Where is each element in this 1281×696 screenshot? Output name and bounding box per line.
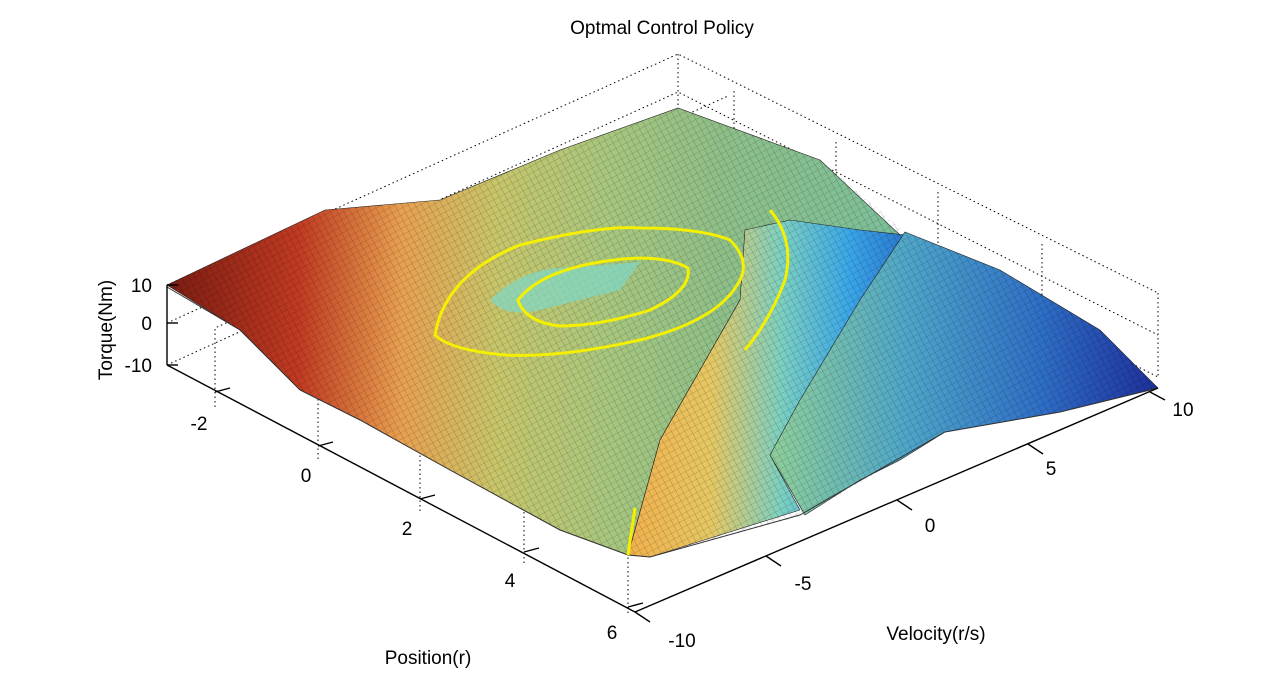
surface-center-swirl (490, 262, 640, 313)
contour-outer (433, 226, 745, 357)
velocity-axis-label: Velocity(r/s) (886, 624, 985, 645)
z-axis-label: Torque(Nm) (96, 280, 117, 380)
position-tick-label: 0 (301, 466, 312, 487)
position-axis-line (166, 364, 636, 613)
chart-title: Optmal Control Policy (570, 18, 754, 39)
velocity-tick-label: 5 (1046, 459, 1057, 480)
position-tick-label: 6 (607, 623, 618, 644)
velocity-tick-label: -5 (795, 574, 812, 595)
tick-marks (167, 284, 1166, 623)
velocity-tick-label: 10 (1172, 400, 1193, 421)
surface-front-edge (166, 285, 1159, 558)
position-tick-label: 4 (505, 571, 516, 592)
axes-lines (166, 285, 1159, 613)
contour-lower-left (626, 507, 637, 556)
velocity-tick-label: -10 (668, 631, 695, 652)
position-tick-labels: -2 0 2 4 6 (191, 414, 618, 644)
position-tick-label: 2 (402, 519, 413, 540)
contour-lines (433, 209, 790, 556)
velocity-axis-line (634, 387, 1159, 613)
position-tick-label: -2 (191, 414, 208, 435)
velocity-tick-labels: -10 -5 0 5 10 (668, 400, 1193, 652)
position-axis-label: Position(r) (385, 648, 472, 669)
z-tick-label: 0 (141, 314, 152, 335)
contour-inner (516, 256, 690, 328)
z-tick-label: -10 (125, 356, 152, 377)
z-tick-labels: 10 0 -10 (125, 276, 152, 377)
z-tick-label: 10 (131, 276, 152, 297)
velocity-tick-label: 0 (925, 516, 936, 537)
contour-right-arc (743, 209, 790, 351)
